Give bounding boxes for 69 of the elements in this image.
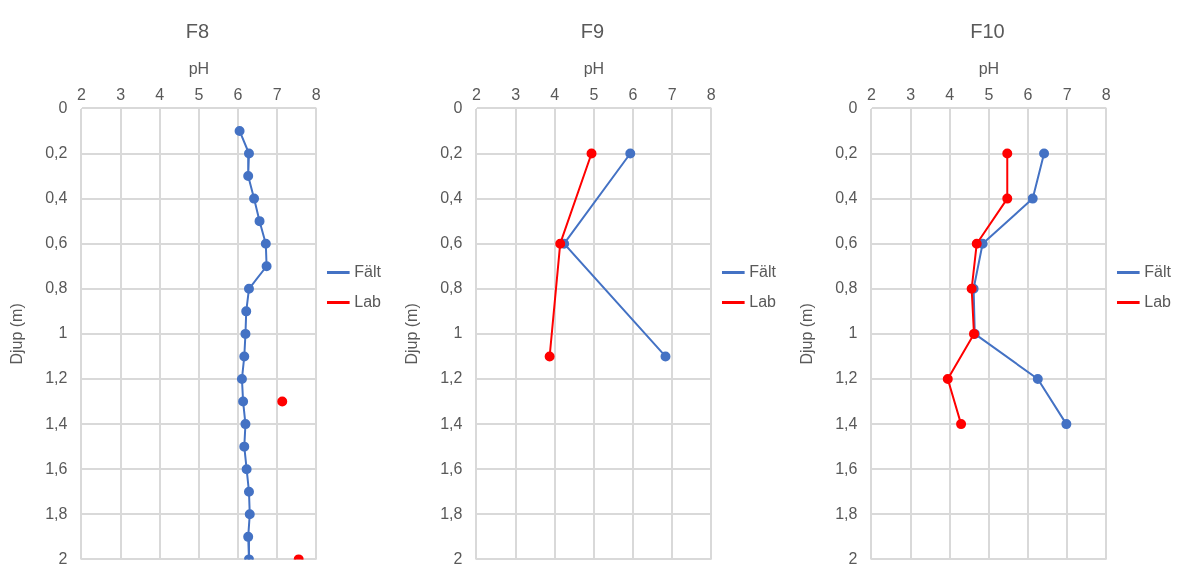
y-tick-label: 1,2 [440, 369, 463, 387]
x-tick-label: 7 [272, 86, 282, 104]
y-tick-label: 0,6 [440, 234, 463, 252]
legend-label: Lab [1144, 292, 1172, 310]
y-tick-label: 0,2 [835, 143, 858, 161]
chart-title: F10 [970, 19, 1005, 42]
legend-label: Lab [749, 292, 777, 310]
x-tick-label: 6 [233, 86, 243, 104]
y-tick-label: 1 [58, 324, 68, 342]
legend-label: Lab [354, 292, 382, 310]
x-tick-label: 2 [866, 86, 876, 104]
chart-title: F8 [185, 19, 210, 42]
y-tick-label: 1,8 [45, 504, 68, 522]
y-tick-label: 1 [453, 324, 463, 342]
x-axis-title: pH [188, 60, 210, 78]
x-tick-label: 8 [706, 86, 716, 104]
y-tick-label: 1,2 [835, 369, 858, 387]
y-tick-label: 0,2 [440, 143, 463, 161]
y-tick-label: 0,6 [835, 234, 858, 252]
x-tick-label: 3 [906, 86, 916, 104]
x-tick-label: 5 [194, 86, 204, 104]
x-tick-label: 5 [589, 86, 599, 104]
x-tick-label: 7 [1062, 86, 1072, 104]
legend-label: Fält [354, 262, 382, 280]
y-tick-label: 2 [58, 549, 68, 567]
legend-label: Fält [1144, 262, 1172, 280]
y-axis-title: Djup (m) [403, 303, 421, 365]
x-tick-label: 2 [471, 86, 481, 104]
y-tick-label: 0,4 [45, 189, 68, 207]
y-tick-label: 1 [848, 324, 858, 342]
y-tick-label: 2 [848, 549, 858, 567]
x-tick-label: 4 [945, 86, 955, 104]
x-tick-label: 2 [76, 86, 86, 104]
y-tick-label: 1,2 [45, 369, 68, 387]
x-tick-label: 3 [116, 86, 126, 104]
y-tick-label: 1,8 [440, 504, 463, 522]
y-tick-label: 0 [453, 98, 463, 116]
y-tick-label: 0,4 [440, 189, 463, 207]
y-axis-title: Djup (m) [8, 303, 26, 365]
chart-title: F9 [580, 19, 605, 42]
y-tick-label: 1,4 [835, 414, 858, 432]
x-axis-title: pH [978, 60, 1000, 78]
y-tick-label: 1,4 [440, 414, 463, 432]
y-tick-label: 1,8 [835, 504, 858, 522]
x-tick-label: 7 [667, 86, 677, 104]
y-axis-title: Djup (m) [798, 303, 816, 365]
y-tick-label: 0,4 [835, 189, 858, 207]
y-tick-label: 0,6 [45, 234, 68, 252]
y-tick-label: 1,6 [835, 459, 858, 477]
x-tick-label: 8 [311, 86, 321, 104]
x-tick-label: 4 [550, 86, 560, 104]
y-tick-label: 0 [848, 98, 858, 116]
y-tick-label: 0,8 [835, 279, 858, 297]
y-tick-label: 1,4 [45, 414, 68, 432]
legend-label: Fält [749, 262, 777, 280]
y-tick-label: 0,8 [45, 279, 68, 297]
x-tick-label: 8 [1101, 86, 1111, 104]
y-tick-label: 1,6 [45, 459, 68, 477]
y-tick-label: 1,6 [440, 459, 463, 477]
y-tick-label: 2 [453, 549, 463, 567]
x-tick-label: 6 [1023, 86, 1033, 104]
x-tick-label: 5 [984, 86, 994, 104]
x-tick-label: 3 [511, 86, 521, 104]
y-tick-label: 0,8 [440, 279, 463, 297]
x-tick-label: 6 [628, 86, 638, 104]
x-tick-label: 4 [155, 86, 165, 104]
x-axis-title: pH [583, 60, 605, 78]
y-tick-label: 0,2 [45, 143, 68, 161]
y-tick-label: 0 [58, 98, 68, 116]
